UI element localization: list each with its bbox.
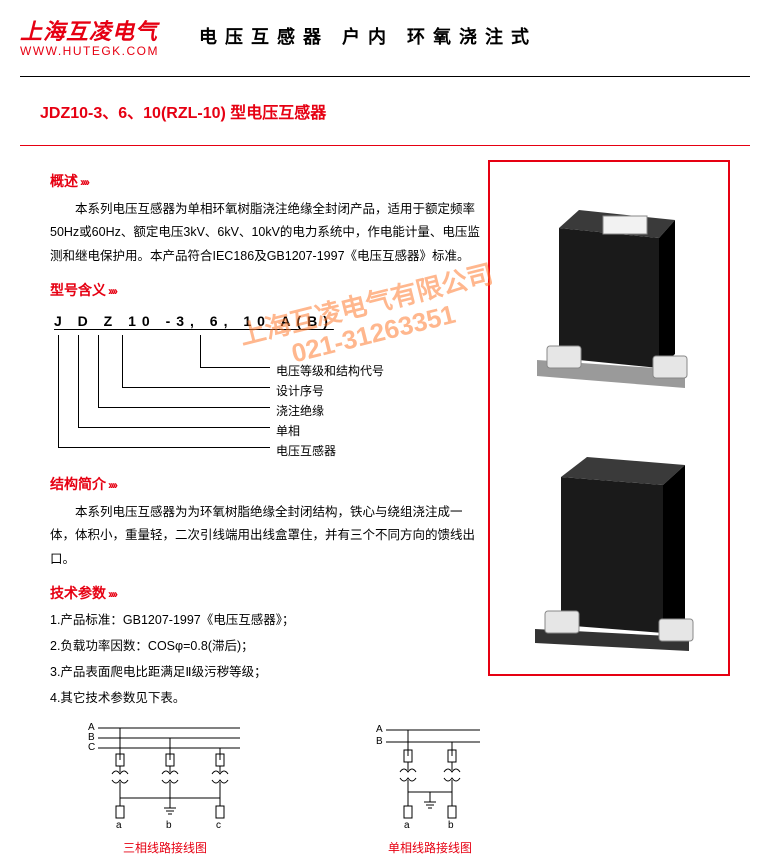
structure-text: 本系列电压互感器为为环氧树脂绝缘全封闭结构，铁心与绕组浇注成一体，体积小，重量轻…	[50, 501, 480, 572]
model-heading: 型号含义››››	[50, 277, 480, 304]
left-column: 概述›››› 本系列电压互感器为单相环氧树脂浇注绝缘全封闭产品，适用于额定频率5…	[50, 160, 480, 712]
three-phase-block: A B C abc 三相线路接线图	[80, 720, 250, 856]
svg-text:c: c	[216, 820, 221, 830]
svg-text:a: a	[116, 820, 122, 830]
product-image-box	[488, 160, 730, 676]
product-title: JDZ10-3、6、10(RZL-10) 型电压互感器	[0, 77, 770, 145]
tech-list: 1.产品标准：GB1207-1997《电压互感器》； 2.负载功率因数：COSφ…	[50, 609, 480, 710]
content-row: 概述›››› 本系列电压互感器为单相环氧树脂浇注绝缘全封闭产品，适用于额定频率5…	[0, 146, 770, 712]
model-diagram: 电压等级和结构代号 设计序号 浇注绝缘 单相 电压互感器	[50, 335, 480, 463]
tech-item: 3.产品表面爬电比距满足Ⅱ级污秽等级；	[50, 661, 480, 685]
three-phase-diagram: A B C abc	[80, 720, 250, 830]
chevron-icon: ››››	[80, 175, 88, 189]
chevron-icon: ››››	[108, 284, 116, 298]
tech-head-text: 技术参数	[50, 585, 106, 601]
chevron-icon: ››››	[108, 587, 116, 601]
single-phase-block: A B a b 单相线路接线图	[370, 720, 490, 856]
single-phase-diagram: A B a b	[370, 720, 490, 830]
product-image-2	[509, 429, 709, 659]
right-column	[488, 160, 748, 712]
model-label-5: 电压互感器	[276, 440, 336, 463]
svg-text:b: b	[166, 820, 172, 830]
chevron-icon: ››››	[108, 478, 116, 492]
single-phase-caption: 单相线路接线图	[370, 839, 490, 856]
structure-heading: 结构简介››››	[50, 471, 480, 498]
overview-text: 本系列电压互感器为单相环氧树脂浇注绝缘全封闭产品，适用于额定频率50Hz或60H…	[50, 198, 480, 269]
logo-url: WWW.HUTEGK.COM	[20, 44, 159, 58]
three-phase-caption: 三相线路接线图	[80, 839, 250, 856]
tech-heading: 技术参数››››	[50, 580, 480, 607]
tech-item: 2.负载功率因数：COSφ=0.8(滞后)；	[50, 635, 480, 659]
tech-item: 4.其它技术参数见下表。	[50, 687, 480, 711]
header-title: 电压互感器 户内 环氧浇注式	[199, 23, 537, 49]
overview-heading: 概述››››	[50, 168, 480, 195]
logo-block: 上海互凌电气 WWW.HUTEGK.COM	[20, 14, 159, 58]
wiring-row: A B C abc 三相线路接线图 A B	[0, 712, 770, 856]
svg-text:b: b	[448, 820, 454, 830]
tech-item: 1.产品标准：GB1207-1997《电压互感器》；	[50, 609, 480, 633]
svg-text:a: a	[404, 820, 410, 830]
logo-chinese: 上海互凌电气	[20, 14, 159, 46]
svg-text:B: B	[376, 736, 383, 747]
product-image-1	[509, 178, 709, 398]
svg-text:C: C	[88, 742, 95, 753]
model-code-row: J D Z 10 -3, 6, 10 A(B)	[50, 306, 480, 335]
overview-head-text: 概述	[50, 173, 78, 189]
structure-head-text: 结构简介	[50, 476, 106, 492]
page-header: 上海互凌电气 WWW.HUTEGK.COM 电压互感器 户内 环氧浇注式	[0, 0, 770, 66]
svg-text:A: A	[376, 724, 383, 735]
model-head-text: 型号含义	[50, 282, 106, 298]
